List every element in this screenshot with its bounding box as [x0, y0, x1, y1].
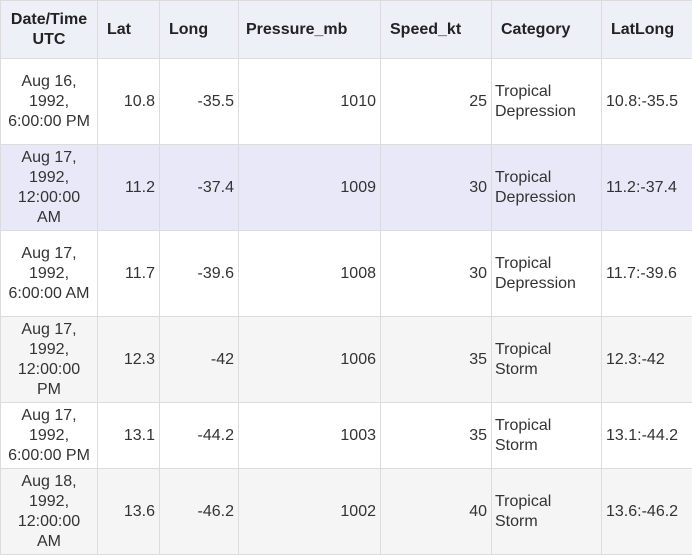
latlong-cell: 10.8:-35.5 — [601, 58, 692, 145]
lat-cell: 11.7 — [97, 230, 160, 317]
table-row[interactable]: Aug 18, 1992, 12:00:00 AM 13.6 -46.2 100… — [0, 468, 692, 555]
speed-cell: 35 — [380, 402, 492, 469]
lat-cell: 11.2 — [97, 144, 160, 231]
latlong-cell: 11.2:-37.4 — [601, 144, 692, 231]
column-header-category[interactable]: Category — [491, 0, 602, 59]
speed-cell: 35 — [380, 316, 492, 403]
latlong-cell: 11.7:-39.6 — [601, 230, 692, 317]
table-row[interactable]: Aug 16, 1992, 6:00:00 PM 10.8 -35.5 1010… — [0, 58, 692, 145]
column-header-latlong[interactable]: LatLong — [601, 0, 692, 59]
speed-cell: 30 — [380, 230, 492, 317]
long-cell: -37.4 — [159, 144, 239, 231]
datetime-cell: Aug 17, 1992, 6:00:00 AM — [0, 230, 98, 317]
datetime-cell: Aug 17, 1992, 12:00:00 AM — [0, 144, 98, 231]
category-cell: Tropical Storm — [491, 316, 602, 403]
datetime-cell: Aug 16, 1992, 6:00:00 PM — [0, 58, 98, 145]
table-row[interactable]: Aug 17, 1992, 12:00:00 PM 12.3 -42 1006 … — [0, 316, 692, 403]
category-cell: Tropical Depression — [491, 144, 602, 231]
latlong-cell: 13.1:-44.2 — [601, 402, 692, 469]
category-cell: Tropical Depression — [491, 230, 602, 317]
category-cell: Tropical Depression — [491, 58, 602, 145]
pressure-cell: 1003 — [238, 402, 381, 469]
speed-cell: 25 — [380, 58, 492, 145]
table-header: Date/Time UTC Lat Long Pressure_mb Speed… — [0, 0, 692, 59]
speed-cell: 30 — [380, 144, 492, 231]
long-cell: -46.2 — [159, 468, 239, 555]
datetime-cell: Aug 17, 1992, 12:00:00 PM — [0, 316, 98, 403]
category-cell: Tropical Storm — [491, 402, 602, 469]
lat-cell: 13.1 — [97, 402, 160, 469]
column-header-lat[interactable]: Lat — [97, 0, 160, 59]
long-cell: -39.6 — [159, 230, 239, 317]
latlong-cell: 12.3:-42 — [601, 316, 692, 403]
pressure-cell: 1002 — [238, 468, 381, 555]
column-header-datetime[interactable]: Date/Time UTC — [0, 0, 98, 59]
pressure-cell: 1006 — [238, 316, 381, 403]
column-header-speed[interactable]: Speed_kt — [380, 0, 492, 59]
datetime-cell: Aug 17, 1992, 6:00:00 PM — [0, 402, 98, 469]
table-row[interactable]: Aug 17, 1992, 12:00:00 AM 11.2 -37.4 100… — [0, 144, 692, 231]
pressure-cell: 1010 — [238, 58, 381, 145]
pressure-cell: 1008 — [238, 230, 381, 317]
category-cell: Tropical Storm — [491, 468, 602, 555]
column-header-long[interactable]: Long — [159, 0, 239, 59]
long-cell: -42 — [159, 316, 239, 403]
table-row[interactable]: Aug 17, 1992, 6:00:00 PM 13.1 -44.2 1003… — [0, 402, 692, 469]
lat-cell: 10.8 — [97, 58, 160, 145]
header-row: Date/Time UTC Lat Long Pressure_mb Speed… — [0, 0, 692, 59]
lat-cell: 12.3 — [97, 316, 160, 403]
pressure-cell: 1009 — [238, 144, 381, 231]
datetime-cell: Aug 18, 1992, 12:00:00 AM — [0, 468, 98, 555]
speed-cell: 40 — [380, 468, 492, 555]
lat-cell: 13.6 — [97, 468, 160, 555]
table-body: Aug 16, 1992, 6:00:00 PM 10.8 -35.5 1010… — [0, 58, 692, 555]
column-header-pressure[interactable]: Pressure_mb — [238, 0, 381, 59]
long-cell: -35.5 — [159, 58, 239, 145]
latlong-cell: 13.6:-46.2 — [601, 468, 692, 555]
long-cell: -44.2 — [159, 402, 239, 469]
table-row[interactable]: Aug 17, 1992, 6:00:00 AM 11.7 -39.6 1008… — [0, 230, 692, 317]
